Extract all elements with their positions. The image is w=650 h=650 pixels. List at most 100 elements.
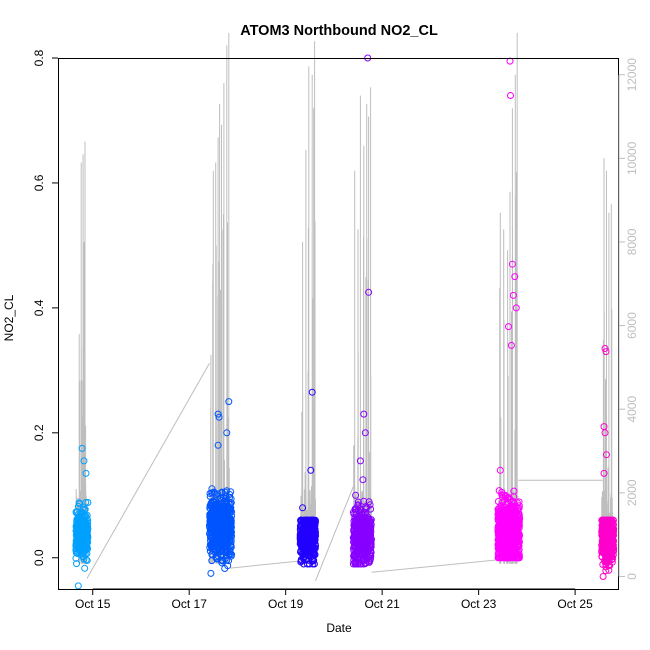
data-point xyxy=(219,530,227,537)
data-point xyxy=(308,557,316,565)
data-point xyxy=(214,506,222,514)
secondary-series-layer xyxy=(75,32,614,581)
y2-tick-label: 8000 xyxy=(625,228,639,255)
data-point-outlier xyxy=(207,569,215,577)
data-point xyxy=(72,554,80,562)
data-point xyxy=(494,528,502,536)
data-point xyxy=(495,508,503,516)
secondary-connector-2 xyxy=(315,484,355,581)
y2-tick-label: 2000 xyxy=(625,479,639,506)
data-point xyxy=(84,499,92,506)
data-point xyxy=(218,505,226,512)
data-point xyxy=(606,542,614,550)
data-point xyxy=(351,538,359,546)
data-point xyxy=(366,518,374,526)
data-point xyxy=(600,521,608,529)
series-4 xyxy=(494,57,524,562)
data-point-outlier xyxy=(359,476,367,484)
data-point xyxy=(351,514,359,522)
data-point-outlier xyxy=(505,323,512,331)
data-point xyxy=(226,491,234,498)
data-point xyxy=(73,560,80,568)
data-point xyxy=(309,560,317,568)
data-point-outlier xyxy=(511,273,519,281)
data-point xyxy=(76,547,84,555)
x-tick-label: Oct 15 xyxy=(75,597,111,611)
data-point xyxy=(308,533,316,541)
data-point xyxy=(296,533,304,540)
data-point xyxy=(366,527,374,535)
x-tick-label: Oct 19 xyxy=(268,597,304,611)
data-point xyxy=(497,539,505,547)
data-point xyxy=(81,512,89,520)
x-tick-label: Oct 25 xyxy=(557,597,593,611)
x-axis: Oct 15 Oct 17 Oct 19 Oct 21 Oct 23 Oct 25 xyxy=(75,588,593,611)
x-tick-label: Oct 21 xyxy=(364,597,400,611)
data-point xyxy=(306,536,314,543)
data-point xyxy=(218,534,226,541)
data-point xyxy=(502,554,509,562)
secondary-connector-0 xyxy=(86,362,210,579)
data-point-outlier xyxy=(308,388,316,396)
data-point xyxy=(609,536,617,544)
data-point xyxy=(600,548,608,556)
data-point xyxy=(511,539,519,547)
data-point xyxy=(76,510,84,518)
data-point-outlier xyxy=(601,345,609,352)
data-point-outlier xyxy=(78,444,86,452)
data-point xyxy=(207,505,215,513)
data-point-outlier xyxy=(214,410,222,418)
data-point xyxy=(226,514,234,522)
data-point xyxy=(211,548,219,556)
data-point xyxy=(206,511,214,518)
data-point xyxy=(505,499,512,507)
data-point xyxy=(310,523,318,530)
data-point xyxy=(227,499,235,507)
y-tick-label: 0.6 xyxy=(32,174,46,191)
data-point-outlier xyxy=(307,466,315,474)
data-point-outlier xyxy=(496,466,504,474)
y2-tick-label: 0 xyxy=(625,573,639,580)
data-point xyxy=(350,527,358,535)
data-point xyxy=(74,535,82,543)
data-point xyxy=(354,539,362,547)
data-point xyxy=(218,559,226,567)
data-point xyxy=(504,536,511,544)
data-point xyxy=(219,539,226,547)
data-point xyxy=(505,515,513,523)
data-point xyxy=(72,527,80,534)
data-point xyxy=(515,522,523,530)
data-point xyxy=(310,547,318,555)
data-point-outlier xyxy=(360,410,368,418)
data-point xyxy=(220,548,228,556)
data-point xyxy=(215,510,223,518)
data-point-outlier xyxy=(365,288,373,296)
data-point xyxy=(76,500,83,508)
data-point xyxy=(208,485,216,493)
data-point xyxy=(217,532,225,539)
data-point-outlier xyxy=(215,413,223,421)
data-point xyxy=(607,551,615,558)
data-point xyxy=(361,536,369,544)
data-point xyxy=(515,546,523,554)
data-point xyxy=(598,544,606,552)
data-point xyxy=(78,519,86,527)
data-point xyxy=(301,531,309,539)
data-point xyxy=(514,538,522,546)
data-point xyxy=(512,527,520,535)
data-point-outlier xyxy=(602,348,610,356)
data-point xyxy=(367,505,375,513)
plot-frame xyxy=(58,58,619,590)
data-point xyxy=(222,505,230,513)
x-axis-label: Date xyxy=(326,621,352,635)
data-point-outlier xyxy=(356,457,364,465)
data-point xyxy=(500,525,508,533)
data-point xyxy=(76,535,84,543)
data-point xyxy=(303,550,311,558)
data-point xyxy=(78,522,86,530)
data-point xyxy=(499,520,506,528)
data-point-outlier xyxy=(501,491,509,499)
data-point xyxy=(206,490,214,497)
data-point xyxy=(81,564,89,572)
y-tick-label: 0.2 xyxy=(32,424,46,441)
